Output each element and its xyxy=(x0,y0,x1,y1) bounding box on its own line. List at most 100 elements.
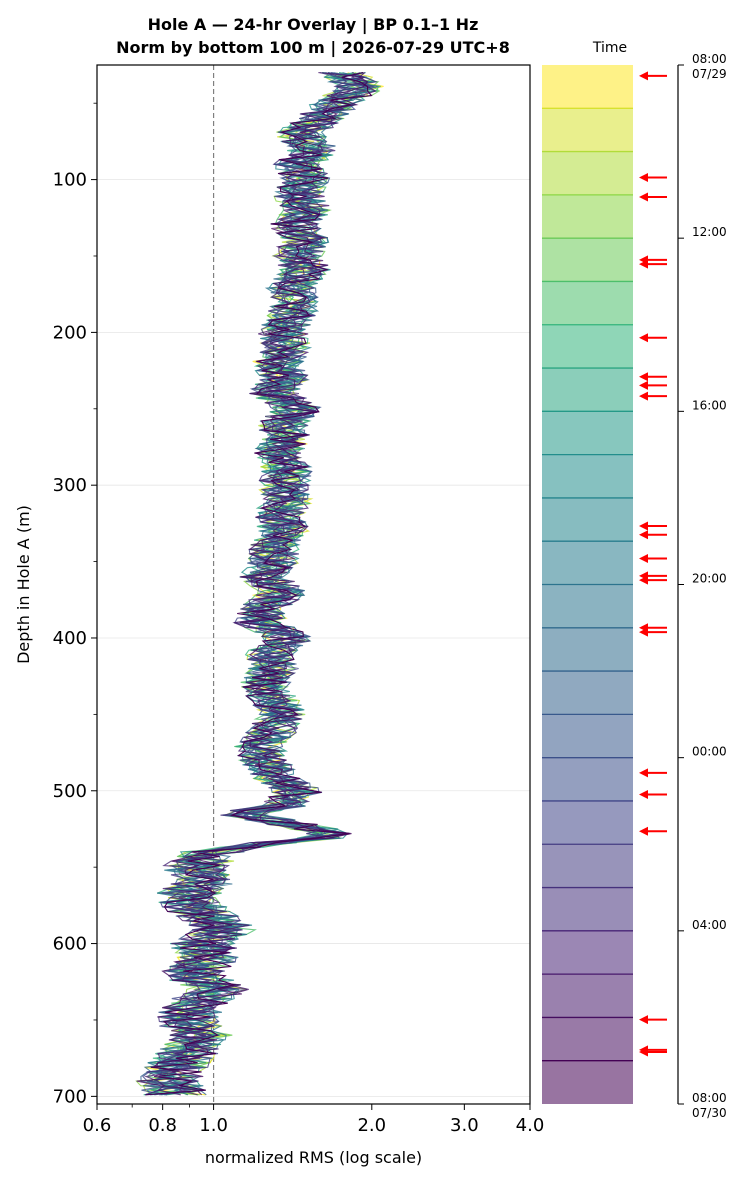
x-tick-label-5: 4.0 xyxy=(516,1115,545,1136)
event-arrow-22 xyxy=(639,1047,667,1057)
event-arrow-10 xyxy=(639,521,667,531)
colorbar-bin-12 xyxy=(542,541,633,585)
event-arrow-2 xyxy=(639,173,667,183)
time-colorbar: Time 08:0007/2912:0016:0020:0000:0004:00… xyxy=(542,40,727,1120)
colorbar-time-axis: 08:0007/2912:0016:0020:0000:0004:0008:00… xyxy=(677,52,727,1120)
colorbar-bin-18 xyxy=(542,800,633,845)
y-grid-lines xyxy=(97,179,530,1097)
y-tick-label-3: 400 xyxy=(53,628,87,649)
event-arrow-head-7 xyxy=(639,372,648,382)
series-line-21 xyxy=(157,72,368,1096)
event-arrow-18 xyxy=(639,789,667,799)
colorbar-tick-label-2: 16:00 xyxy=(692,398,727,412)
colorbar-tick-label-4: 00:00 xyxy=(692,745,727,759)
event-arrow-5 xyxy=(639,259,667,269)
event-arrow-head-2 xyxy=(639,173,648,183)
colorbar-bin-4 xyxy=(542,194,633,239)
event-arrow-head-18 xyxy=(639,789,648,799)
colorbar-bin-15 xyxy=(542,671,633,715)
series-line-4 xyxy=(135,72,367,1096)
event-arrow-head-11 xyxy=(639,530,648,540)
colorbar-tick-date-6: 07/30 xyxy=(692,1106,727,1120)
event-arrow-head-10 xyxy=(639,521,648,531)
y-tick-label-0: 100 xyxy=(53,170,87,191)
event-arrow-head-12 xyxy=(639,554,648,564)
x-axis-ticks: 0.6 0.8 1.0 2.0 3.0 4.0 xyxy=(83,1104,545,1136)
event-arrow-17 xyxy=(639,768,667,778)
x-tick-label-1: 0.8 xyxy=(148,1115,177,1136)
colorbar-bin-20 xyxy=(542,887,633,931)
series-line-15 xyxy=(140,72,376,1096)
event-arrow-head-5 xyxy=(639,259,648,269)
series-line-24 xyxy=(145,72,373,1096)
event-arrow-head-17 xyxy=(639,768,648,778)
event-arrow-head-19 xyxy=(639,826,648,836)
colorbar-bin-16 xyxy=(542,714,633,758)
series-line-19 xyxy=(157,72,379,1096)
y-tick-label-6: 700 xyxy=(53,1086,87,1107)
x-tick-label-0: 0.6 xyxy=(83,1115,112,1136)
event-arrow-8 xyxy=(639,380,667,390)
y-axis-label: Depth in Hole A (m) xyxy=(14,505,33,664)
colorbar-bin-21 xyxy=(542,930,633,975)
event-arrow-head-16 xyxy=(639,627,648,637)
colorbar-bin-2 xyxy=(542,108,633,152)
colorbar-bin-11 xyxy=(542,497,633,542)
colorbar-label: Time xyxy=(592,40,627,56)
event-arrow-head-3 xyxy=(639,192,648,202)
colorbar-bin-3 xyxy=(542,151,633,195)
colorbar-bin-19 xyxy=(542,844,633,888)
y-tick-label-5: 600 xyxy=(53,934,87,955)
x-tick-label-4: 3.0 xyxy=(450,1115,479,1136)
colorbar-bin-8 xyxy=(542,368,633,412)
chart-title-line-1: Hole A — 24-hr Overlay | BP 0.1–1 Hz xyxy=(148,15,479,35)
event-arrows xyxy=(639,71,667,1057)
x-tick-label-3: 2.0 xyxy=(357,1115,386,1136)
event-arrow-20 xyxy=(639,1015,667,1025)
y-tick-label-2: 300 xyxy=(53,475,87,496)
event-arrow-head-9 xyxy=(639,391,648,401)
x-tick-label-2: 1.0 xyxy=(199,1115,228,1136)
y-axis-ticks: 100 200 300 400 500 600 700 xyxy=(53,102,97,1107)
series-line-13 xyxy=(147,72,374,1096)
series-line-18 xyxy=(142,72,378,1096)
event-arrow-6 xyxy=(639,333,667,343)
event-arrow-16 xyxy=(639,627,667,637)
x-axis: 0.6 0.8 1.0 2.0 3.0 4.0 normalized RMS (log s… xyxy=(83,1104,545,1167)
event-arrow-11 xyxy=(639,530,667,540)
event-arrow-3 xyxy=(639,192,667,202)
series-line-12 xyxy=(147,72,369,1096)
event-arrow-head-1 xyxy=(639,71,648,81)
colorbar-bin-23 xyxy=(542,1017,633,1061)
chart-title: Hole A — 24-hr Overlay | BP 0.1–1 Hz Nor… xyxy=(116,15,510,58)
colorbar-tick-label-3: 20:00 xyxy=(692,572,727,586)
colorbar-bins xyxy=(542,65,633,1104)
series-lines xyxy=(135,72,384,1096)
colorbar-tick-label-5: 04:00 xyxy=(692,918,727,932)
event-arrow-head-22 xyxy=(639,1047,648,1057)
colorbar-bin-1 xyxy=(542,65,633,109)
event-arrow-14 xyxy=(639,575,667,585)
y-tick-label-4: 500 xyxy=(53,781,87,802)
event-arrow-1 xyxy=(639,71,667,81)
colorbar-bin-9 xyxy=(542,411,633,455)
x-axis-label: normalized RMS (log scale) xyxy=(205,1148,422,1167)
colorbar-bin-6 xyxy=(542,281,633,325)
colorbar-bin-5 xyxy=(542,238,633,282)
colorbar-bin-10 xyxy=(542,454,633,498)
colorbar-bin-14 xyxy=(542,627,633,672)
event-arrow-head-20 xyxy=(639,1015,648,1025)
plot-area xyxy=(96,64,531,1105)
event-arrow-7 xyxy=(639,372,667,382)
event-arrow-head-6 xyxy=(639,333,648,343)
colorbar-tick-label-0: 08:00 xyxy=(692,52,727,66)
series-line-20 xyxy=(144,72,354,1096)
event-arrow-19 xyxy=(639,826,667,836)
colorbar-tick-date-0: 07/29 xyxy=(692,67,727,81)
colorbar-tick-label-1: 12:00 xyxy=(692,225,727,239)
colorbar-bin-17 xyxy=(542,757,633,801)
colorbar-bin-13 xyxy=(542,584,633,628)
colorbar-tick-label-6: 08:00 xyxy=(692,1091,727,1105)
y-axis: 100 200 300 400 500 600 700 Depth in Hole A (m… xyxy=(14,102,97,1107)
